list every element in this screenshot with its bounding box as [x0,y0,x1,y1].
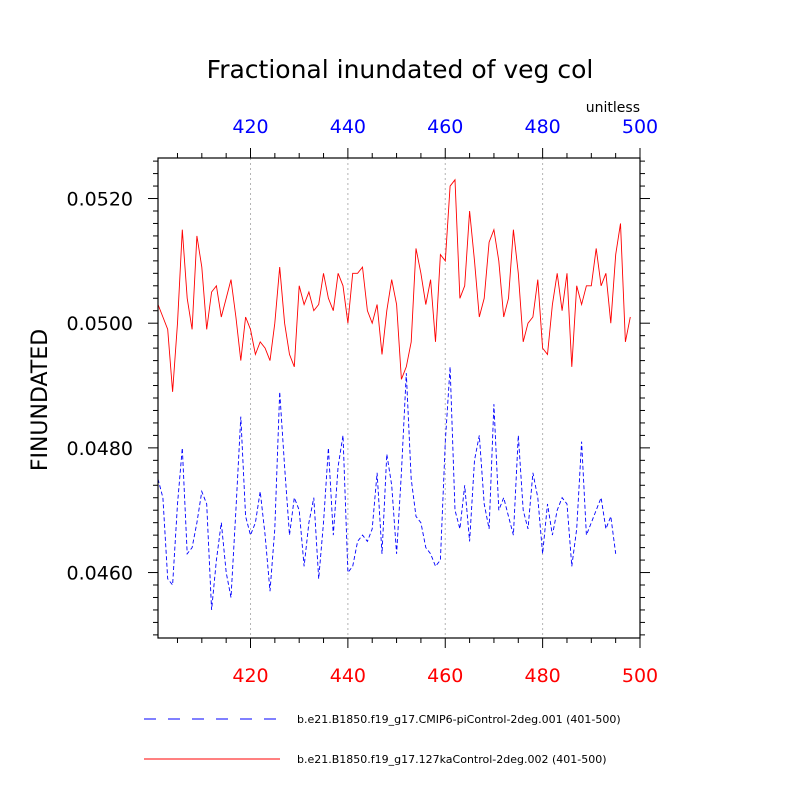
x-tick-labels-bottom: 420 440 460 480 500 [232,665,658,687]
y-tick-label: 0.0520 [67,189,133,211]
x-tick-labels-top: 420 440 460 480 500 [232,116,658,138]
units-label: unitless [586,100,640,116]
y-tick-label: 0.0500 [67,313,133,335]
x-tick-label-top: 440 [330,116,366,138]
series-line-picontrol [157,366,617,610]
x-tick-label-bottom: 420 [232,665,268,687]
legend-label: b.e21.B1850.f19_g17.CMIP6-piControl-2deg… [297,713,621,726]
series-line-127ka [157,178,631,392]
x-tick-label-bottom: 440 [330,665,366,687]
y-axis-label: FINUNDATED [28,329,53,471]
x-tick-label-top: 460 [427,116,463,138]
x-tick-label-top: 480 [524,116,560,138]
x-tick-label-bottom: 460 [427,665,463,687]
x-tick-label-top: 500 [622,116,658,138]
legend: b.e21.B1850.f19_g17.CMIP6-piControl-2deg… [144,713,621,766]
x-tick-label-bottom: 480 [524,665,560,687]
grid-lines [250,158,544,638]
y-tick-labels: 0.0460 0.0480 0.0500 0.0520 [67,189,133,585]
y-tick-label: 0.0460 [67,563,133,585]
legend-label: b.e21.B1850.f19_g17.127kaControl-2deg.00… [297,753,607,766]
y-tick-label: 0.0480 [67,438,133,460]
series-layer [157,178,631,610]
x-tick-label-top: 420 [232,116,268,138]
plot-frame [157,157,641,639]
axis-ticks [148,148,650,648]
chart-title: Fractional inundated of veg col [207,55,594,84]
x-tick-label-bottom: 500 [622,665,658,687]
